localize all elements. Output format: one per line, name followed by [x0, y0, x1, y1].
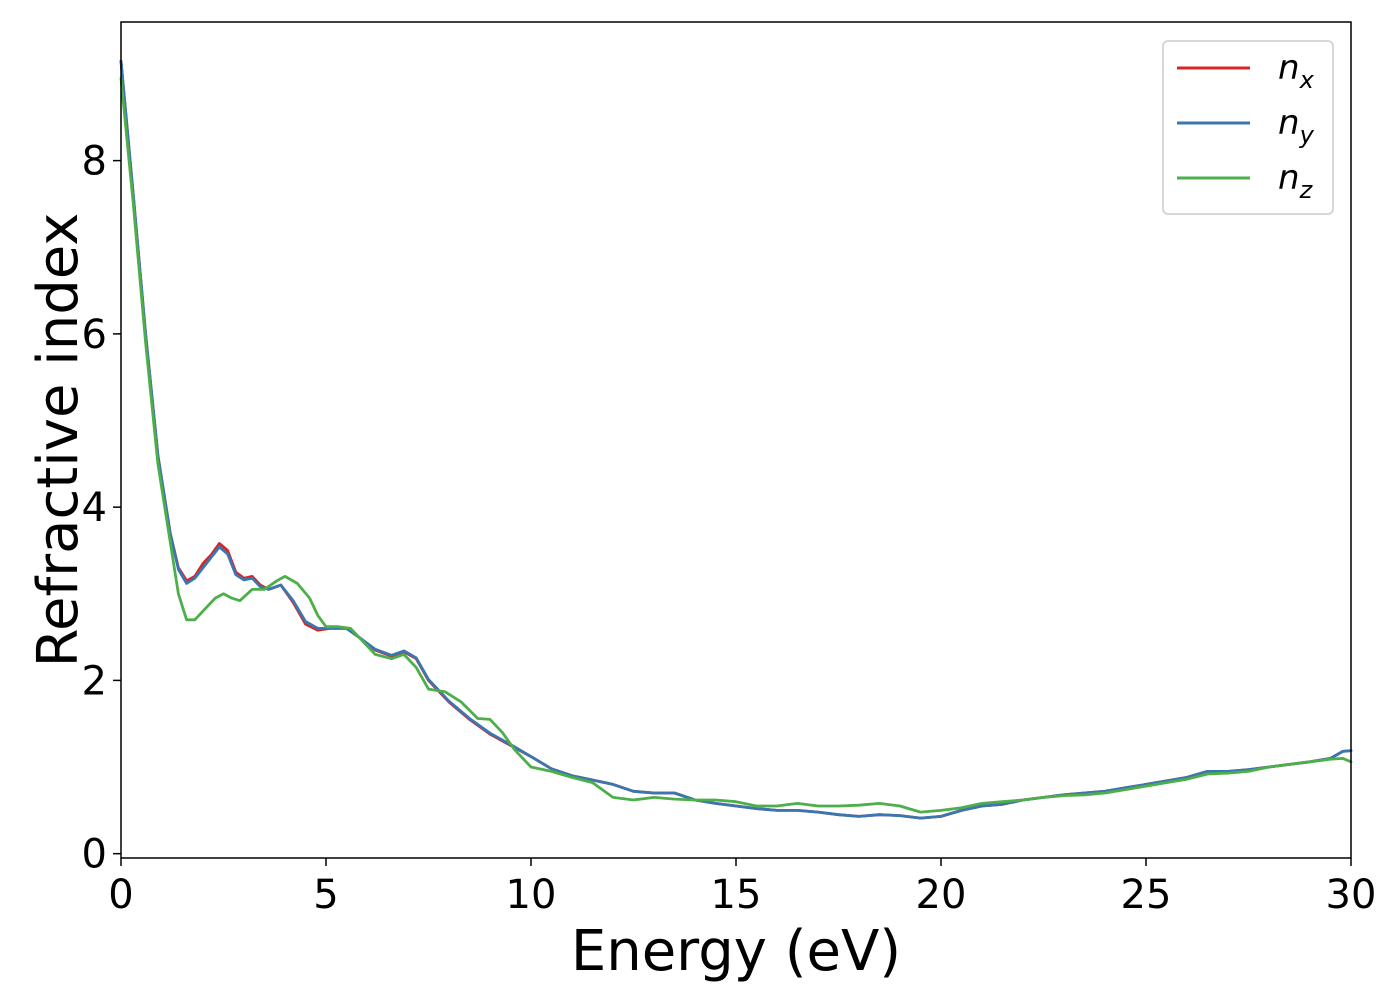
x-tick-label: 10 — [506, 872, 557, 918]
legend-box — [1162, 40, 1334, 215]
x-tick-label: 0 — [108, 872, 133, 918]
y-axis-title: Refractive index — [26, 213, 91, 668]
y-tick-label: 6 — [82, 312, 107, 358]
x-axis-title: Energy (eV) — [571, 919, 901, 984]
y-tick-label: 2 — [82, 658, 107, 704]
x-tick-label: 25 — [1121, 872, 1172, 918]
series-line-n-z — [119, 76, 1353, 814]
series-layer — [119, 59, 1353, 820]
y-tick-label: 0 — [82, 832, 107, 878]
legend: nx ny nz — [1162, 40, 1334, 215]
x-tick-label: 20 — [916, 872, 967, 918]
x-tick-label: 5 — [313, 872, 338, 918]
x-tick-label: 15 — [711, 872, 762, 918]
y-tick-label: 4 — [82, 485, 107, 531]
legend-label: nz — [1278, 158, 1314, 204]
y-tick-label: 8 — [82, 139, 107, 185]
legend-label: nx — [1278, 48, 1315, 94]
legend-label: ny — [1278, 103, 1315, 149]
series-line-n-y — [119, 59, 1353, 820]
x-tick-label: 30 — [1326, 872, 1377, 918]
x-axis-ticks: 0 5 10 15 20 25 30 — [108, 858, 1376, 918]
y-axis-ticks: 0 2 4 6 8 — [82, 139, 121, 878]
